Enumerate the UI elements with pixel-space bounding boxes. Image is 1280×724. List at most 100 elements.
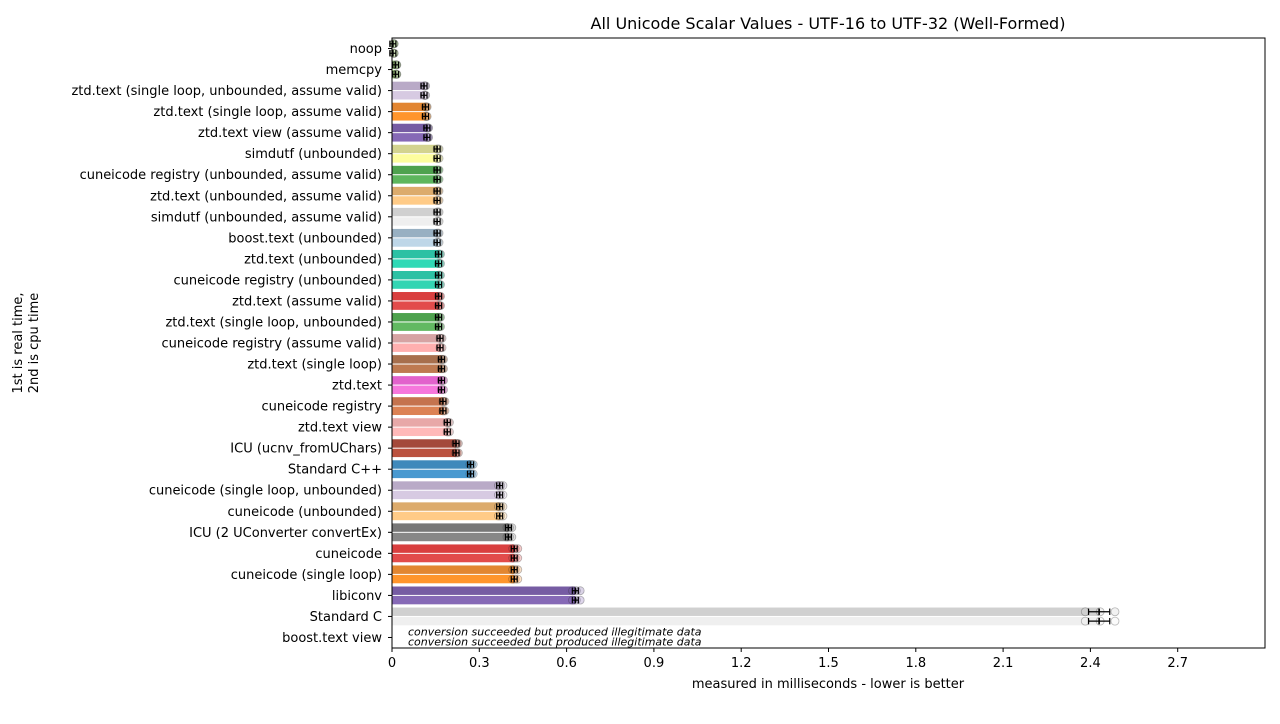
- bar-group: [392, 291, 445, 311]
- bar-group: [392, 607, 1120, 626]
- plot-area: noop memcpy ztd.text (single loop, unbound…: [71, 37, 1266, 671]
- bar-group: [392, 144, 444, 163]
- bar-cpu-time: [392, 175, 438, 184]
- y-tick-label: cuneicode (single loop, unbounded): [149, 484, 382, 499]
- annotation-note: conversion succeeded but produced illegi…: [408, 635, 702, 648]
- bar-cpu-time: [392, 406, 443, 416]
- bar-group: [392, 460, 478, 479]
- bar-group: [392, 565, 523, 584]
- bar-real-time: [392, 165, 438, 175]
- bar-real-time: [392, 586, 576, 595]
- x-tick-label: 2.1: [993, 656, 1014, 671]
- bar-real-time: [392, 607, 1100, 616]
- x-tick-label: 1.5: [818, 656, 839, 671]
- x-tick-label: 0.3: [469, 656, 490, 671]
- bar-cpu-time: [392, 259, 439, 268]
- x-tick-label: 0.6: [556, 656, 577, 671]
- bar-real-time: [392, 144, 438, 154]
- y-tick-label: cuneicode registry (assume valid): [161, 337, 382, 352]
- y-axis-label-line2: 2nd is cpu time: [27, 293, 42, 394]
- bar-group: [392, 270, 445, 290]
- bar-real-time: [392, 228, 438, 238]
- y-tick-label: cuneicode: [315, 547, 382, 562]
- y-tick-label: ztd.text: [332, 379, 382, 394]
- y-axis-label: 1st is real time, 2nd is cpu time: [11, 292, 42, 393]
- bar-real-time: [392, 418, 448, 427]
- x-tick-label: 1.8: [905, 656, 926, 671]
- y-tick-label: memcpy: [326, 63, 383, 78]
- bar-real-time: [392, 355, 442, 364]
- bar-group: [392, 354, 448, 374]
- bar-real-time: [392, 292, 439, 301]
- bar-group: [392, 123, 434, 142]
- y-tick-label: Standard C++: [288, 463, 382, 478]
- bar-cpu-time: [392, 301, 439, 310]
- bar-group: [392, 186, 444, 205]
- y-tick-label: cuneicode (single loop): [231, 568, 382, 583]
- y-tick-label: Standard C: [310, 610, 382, 625]
- plot-frame: [391, 37, 1266, 649]
- bar-real-time: [392, 439, 457, 448]
- bar-cpu-time: [392, 448, 457, 458]
- y-tick-label: cuneicode (unbounded): [227, 505, 382, 520]
- bar-cpu-time: [392, 553, 515, 563]
- bar-real-time: [392, 123, 427, 133]
- sample-point: [1110, 607, 1120, 617]
- y-tick-label: noop: [350, 42, 382, 57]
- bar-real-time: [392, 565, 515, 574]
- y-tick-label: ztd.text (single loop, assume valid): [153, 105, 382, 120]
- y-tick-label: ztd.text (unbounded): [244, 252, 382, 267]
- x-tick-label: 2.4: [1080, 656, 1101, 671]
- bar-group: [392, 81, 431, 100]
- bar-cpu-time: [392, 595, 576, 605]
- bar-group: [392, 502, 508, 521]
- bar-group: [391, 60, 402, 79]
- bar-cpu-time: [392, 511, 500, 521]
- chart-title: All Unicode Scalar Values - UTF-16 to UT…: [591, 14, 1066, 33]
- bar-cpu-time: [392, 490, 500, 500]
- y-tick-label: ztd.text (single loop, unbounded): [165, 315, 382, 330]
- bar-cpu-time: [392, 280, 439, 289]
- bar-real-time: [392, 270, 439, 280]
- y-tick-label: ICU (ucnv_fromUChars): [230, 442, 382, 457]
- bar-group: [392, 165, 444, 184]
- bar-group: [392, 523, 517, 542]
- bar-real-time: [392, 207, 438, 217]
- y-tick-label: boost.text view: [282, 631, 382, 646]
- bar-cpu-time: [392, 574, 515, 584]
- y-tick-label: ztd.text (unbounded, assume valid): [150, 189, 382, 204]
- y-tick-label: ztd.text (single loop, unbounded, assume…: [71, 84, 382, 99]
- y-axis-label-line1: 1st is real time,: [11, 292, 26, 393]
- y-tick-label: simdutf (unbounded, assume valid): [151, 210, 382, 225]
- bar-real-time: [392, 460, 471, 469]
- bar-group: [389, 39, 399, 58]
- y-tick-label: boost.text (unbounded): [228, 231, 382, 246]
- bar-cpu-time: [392, 532, 509, 542]
- bar-cpu-time: [392, 217, 438, 226]
- bar-real-time: [392, 544, 515, 553]
- bar-real-time: [392, 502, 500, 511]
- y-tick-label: ztd.text (single loop): [247, 358, 382, 373]
- bar-group: [392, 418, 454, 437]
- bar-group: [392, 102, 432, 121]
- x-tick-label: 1.2: [731, 656, 752, 671]
- bar-group: [392, 207, 444, 226]
- y-tick-label: cuneicode registry (unbounded): [174, 273, 383, 288]
- bar-real-time: [392, 249, 439, 259]
- y-tick-label: libiconv: [332, 589, 382, 604]
- y-tick-label: ztd.text (assume valid): [232, 294, 382, 309]
- y-tick-label: ztd.text view (assume valid): [198, 126, 382, 141]
- bar-group: [392, 396, 450, 416]
- bar-cpu-time: [392, 385, 442, 394]
- bar-real-time: [392, 523, 509, 532]
- bar-real-time: [392, 102, 426, 112]
- bar-cpu-time: [392, 469, 471, 479]
- bar-real-time: [392, 481, 500, 490]
- bar-group: [392, 439, 463, 458]
- y-tick-label: ztd.text view: [298, 421, 382, 436]
- bar-real-time: [392, 334, 441, 343]
- bar-group: [392, 249, 445, 268]
- bar-group: [392, 228, 444, 247]
